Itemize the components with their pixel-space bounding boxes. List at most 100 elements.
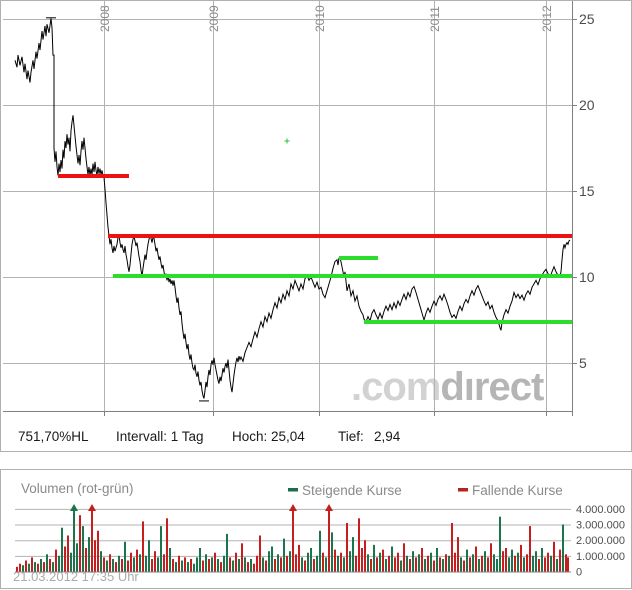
volume-bar <box>82 526 84 572</box>
volume-bar <box>544 557 546 572</box>
volume-bar <box>154 551 156 572</box>
volume-bar <box>124 541 126 572</box>
volume-bar <box>112 559 114 572</box>
volume-bar <box>16 566 18 572</box>
volume-bar <box>567 557 569 572</box>
stat-percent-hl: 751,70%HL <box>18 429 89 444</box>
volume-bar <box>133 557 135 572</box>
volume-bar <box>151 559 153 572</box>
volume-bar-clipped <box>328 510 330 572</box>
volume-bar <box>481 555 483 572</box>
y-tick-label: 20 <box>579 97 595 113</box>
volume-bar <box>31 557 33 572</box>
volume-bar <box>37 563 39 572</box>
volume-bar <box>280 557 282 572</box>
volume-bar <box>382 549 384 572</box>
volume-bar <box>442 559 444 572</box>
volume-bar <box>451 523 453 572</box>
volume-bar <box>406 555 408 572</box>
volume-bar <box>343 557 345 572</box>
volume-bar <box>301 557 303 572</box>
volume-bar <box>205 554 207 572</box>
volume-bar <box>217 559 219 572</box>
volume-bar <box>253 563 255 572</box>
volume-bar <box>490 543 492 572</box>
volume-bar <box>439 557 441 572</box>
volume-bar <box>457 537 459 572</box>
volume-bar <box>535 551 537 572</box>
volume-bar <box>409 559 411 572</box>
volume-bar <box>517 552 519 572</box>
volume-bar <box>514 555 516 572</box>
volume-bar <box>415 557 417 572</box>
volume-bar <box>103 557 105 572</box>
volume-tick-label: 3.000.000 <box>576 520 625 532</box>
volume-bar <box>436 548 438 572</box>
volume-bar <box>433 560 435 572</box>
volume-bar <box>556 559 558 572</box>
volume-title: Volumen (rot-grün) <box>21 481 134 496</box>
volume-bar <box>199 548 201 572</box>
volume-bar <box>181 560 183 572</box>
price-chart-svg: .comdırect 2008 2009 2010 2011 2012 25 20 15 10 5… <box>3 1 595 444</box>
volume-bar-clipped <box>73 510 75 572</box>
volume-bar <box>46 554 48 572</box>
volume-overflow-arrow-icon <box>289 504 297 511</box>
legend-down-label: Fallende Kurse <box>472 483 563 498</box>
watermark-direct: dırect <box>440 365 544 409</box>
volume-bar <box>34 562 36 572</box>
volume-bar <box>565 554 567 572</box>
x-tick-label: 2012 <box>540 5 554 32</box>
volume-overflow-arrow-icon <box>88 504 96 511</box>
volume-bar <box>196 557 198 572</box>
stat-high-value: 25,04 <box>271 429 305 444</box>
volume-bar <box>502 551 504 572</box>
volume-bar <box>157 557 159 572</box>
volume-bar <box>70 552 72 572</box>
volume-bar <box>94 540 96 572</box>
volume-bar <box>139 554 141 572</box>
volume-bar <box>466 549 468 572</box>
volume-bar <box>274 559 276 572</box>
volume-bar <box>349 551 351 572</box>
volume-chart-svg: 4.000.000 3.000.000 2.000.000 1.000.000 0 Vo… <box>13 481 625 584</box>
x-tick-label: 2009 <box>207 5 221 32</box>
volume-bar <box>79 515 81 572</box>
volume-bar <box>469 557 471 572</box>
volume-bar <box>295 554 297 572</box>
volume-bar <box>346 523 348 572</box>
volume-bar <box>166 518 168 572</box>
volume-bar <box>136 549 138 572</box>
volume-bar <box>232 560 234 572</box>
volume-bar <box>85 548 87 572</box>
stats-row: 751,70%HL Intervall: 1 Tag Hoch: 25,04 T… <box>18 429 401 444</box>
volume-overflow-arrow-icon <box>70 504 78 511</box>
x-tick-label: 2010 <box>313 5 327 32</box>
volume-bar <box>193 563 195 572</box>
volume-bar <box>379 552 381 572</box>
volume-bar <box>61 527 63 572</box>
volume-bar <box>331 532 333 572</box>
volume-bar <box>190 559 192 572</box>
volume-bar <box>304 560 306 572</box>
x-tick-label: 2011 <box>428 6 442 32</box>
volume-bar <box>172 559 174 572</box>
volume-tick-label: 4.000.000 <box>576 504 625 516</box>
volume-overflow-arrow-icon <box>325 504 333 511</box>
stat-high-label: Hoch: <box>232 429 267 444</box>
volume-bar <box>202 560 204 572</box>
volume-bar <box>106 560 108 572</box>
volume-bar <box>307 552 309 572</box>
volume-bar <box>421 548 423 572</box>
volume-bar <box>493 554 495 572</box>
volume-bar <box>52 562 54 572</box>
stat-low-value: 2,94 <box>374 429 401 444</box>
volume-bar-clipped <box>292 510 294 572</box>
volume-bar <box>532 555 534 572</box>
volume-bar <box>430 552 432 572</box>
volume-bar <box>283 538 285 572</box>
volume-bar <box>100 551 102 572</box>
volume-bar <box>361 548 363 572</box>
volume-bar <box>520 544 522 572</box>
volume-bar <box>496 559 498 572</box>
